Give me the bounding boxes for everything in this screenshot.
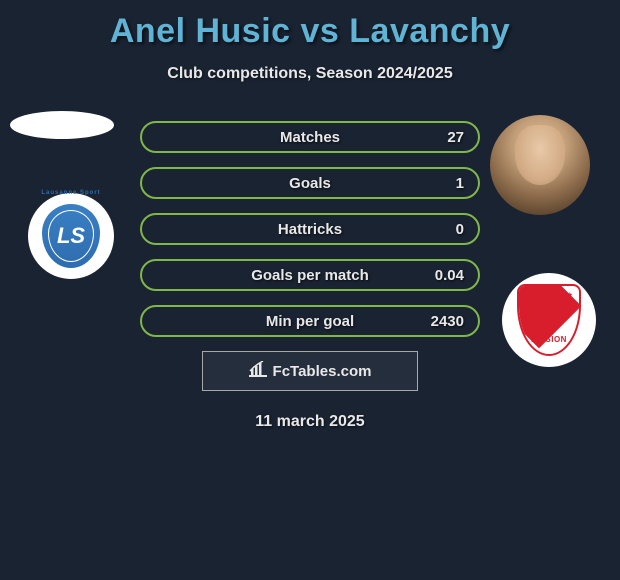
stat-label: Hattricks — [278, 221, 342, 238]
stat-row-goals-per-match: Goals per match 0.04 — [140, 259, 480, 291]
stat-row-matches: Matches 27 — [140, 121, 480, 153]
stat-row-min-per-goal: Min per goal 2430 — [140, 305, 480, 337]
club-left-arc-text: Lausanne Sport — [28, 190, 114, 196]
stat-label: Min per goal — [266, 313, 354, 330]
player-right-avatar — [490, 115, 590, 215]
club-right-stars-icon: ★★★★★★ — [554, 292, 573, 316]
stat-value-right: 2430 — [431, 313, 464, 330]
player-left-avatar — [10, 111, 114, 139]
stat-value-right: 0.04 — [435, 267, 464, 284]
stat-value-right: 0 — [456, 221, 464, 238]
page-title: Anel Husic vs Lavanchy — [0, 0, 620, 51]
club-left-abbrev: LS — [57, 223, 85, 249]
stat-value-right: 27 — [447, 129, 464, 146]
player-right-club-badge: ★★★★★★ FC SION — [502, 273, 596, 367]
date-text: 11 march 2025 — [140, 413, 480, 431]
comparison-area: Lausanne Sport LS ★★★★★★ FC SION Matches… — [0, 121, 620, 431]
stat-label: Matches — [280, 129, 340, 146]
chart-icon — [249, 361, 267, 382]
stat-label: Goals — [289, 175, 331, 192]
stats-column: Matches 27 Goals 1 Hattricks 0 Goals per… — [140, 121, 480, 431]
subtitle: Club competitions, Season 2024/2025 — [0, 65, 620, 83]
stat-value-right: 1 — [456, 175, 464, 192]
stat-row-goals: Goals 1 — [140, 167, 480, 199]
watermark: FcTables.com — [202, 351, 418, 391]
watermark-text: FcTables.com — [273, 363, 372, 380]
player-left-club-badge: Lausanne Sport LS — [28, 193, 114, 279]
club-right-shield: ★★★★★★ FC SION — [517, 284, 581, 356]
stat-label: Goals per match — [251, 267, 369, 284]
stat-row-hattricks: Hattricks 0 — [140, 213, 480, 245]
club-right-text: FC SION — [519, 335, 579, 344]
club-left-shield: LS — [42, 204, 100, 268]
